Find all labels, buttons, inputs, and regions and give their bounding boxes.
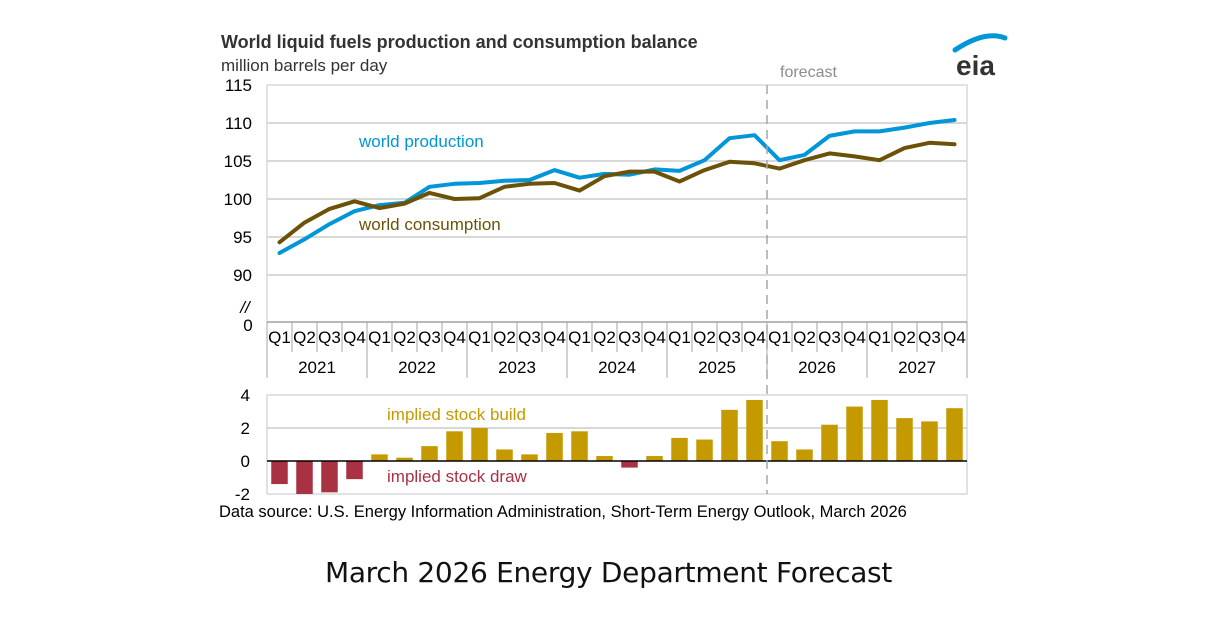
stock-build-bar	[896, 418, 913, 461]
stock-build-bar	[371, 454, 388, 461]
bottom-y-tick-label: 4	[241, 386, 250, 405]
chart-subtitle: million barrels per day	[221, 56, 388, 75]
stock-draw-bar	[621, 461, 638, 468]
quarter-label: Q4	[443, 328, 466, 347]
stock-build-bar	[646, 456, 663, 461]
world-production-label: world production	[358, 132, 484, 151]
world-consumption-label: world consumption	[358, 215, 501, 234]
quarter-label: Q3	[518, 328, 541, 347]
year-label: 2023	[498, 358, 536, 377]
quarter-label: Q3	[418, 328, 441, 347]
axis-zero-label: 0	[243, 316, 252, 335]
stock-build-bar	[471, 428, 488, 461]
stock-build-bar	[946, 408, 963, 461]
quarter-label: Q1	[568, 328, 591, 347]
stock-build-bar	[571, 431, 588, 461]
bottom-y-tick-labels: 4 2 0 -2	[235, 386, 250, 504]
stock-build-bar	[821, 424, 838, 461]
quarter-label: Q1	[868, 328, 891, 347]
quarter-label: Q3	[818, 328, 841, 347]
top-y-tick-label: 90	[233, 266, 252, 285]
forecast-label: forecast	[780, 64, 837, 81]
bottom-y-tick-label: -2	[235, 485, 250, 504]
quarter-label: Q2	[393, 328, 416, 347]
implied-stock-draw-label: implied stock draw	[387, 467, 528, 486]
top-y-tick-labels: 115 110 105 100 95 90	[224, 76, 252, 285]
year-label: 2021	[298, 358, 336, 377]
quarter-label: Q2	[893, 328, 916, 347]
top-y-tick-label: 95	[233, 228, 252, 247]
quarter-label: Q2	[493, 328, 516, 347]
quarter-label: Q2	[293, 328, 316, 347]
quarter-label: Q4	[543, 328, 566, 347]
stock-build-bar	[921, 421, 938, 461]
quarter-label: Q1	[268, 328, 291, 347]
top-plot-frame	[266, 84, 968, 323]
stock-build-bar	[496, 449, 513, 461]
quarter-label: Q3	[918, 328, 941, 347]
quarter-label: Q1	[668, 328, 691, 347]
stock-build-bar	[421, 446, 438, 461]
quarter-label: Q1	[768, 328, 791, 347]
top-gridlines	[266, 84, 968, 323]
quarter-label: Q3	[618, 328, 641, 347]
caption: March 2026 Energy Department Forecast	[324, 556, 893, 589]
top-y-tick-label: 105	[224, 152, 252, 171]
quarter-label: Q4	[643, 328, 666, 347]
stock-draw-bar	[271, 461, 288, 485]
bottom-plot-frame	[266, 394, 968, 495]
quarter-label: Q1	[468, 328, 491, 347]
top-y-tick-label: 100	[224, 190, 252, 209]
axis-break-label: //	[239, 298, 252, 317]
year-label: 2026	[798, 358, 836, 377]
quarter-label: Q3	[318, 328, 341, 347]
stock-build-bar	[546, 432, 563, 461]
stock-build-bar	[671, 437, 688, 461]
stock-build-bar	[846, 406, 863, 461]
quarter-label: Q4	[843, 328, 866, 347]
eia-logo: eia	[952, 33, 1008, 81]
stock-build-bar	[746, 399, 763, 461]
stock-build-bar	[521, 454, 538, 461]
stock-build-bar	[796, 449, 813, 461]
stock-build-bar	[596, 456, 613, 461]
year-label: 2025	[698, 358, 736, 377]
stock-build-bar	[696, 439, 713, 461]
year-label: 2027	[898, 358, 936, 377]
stock-build-bar	[721, 409, 738, 461]
bottom-y-tick-label: 0	[241, 452, 250, 471]
stock-draw-bar	[321, 461, 338, 493]
quarter-label: Q3	[718, 328, 741, 347]
data-source: Data source: U.S. Energy Information Adm…	[219, 503, 907, 521]
eia-logo-text: eia	[956, 50, 995, 81]
world-consumption-line	[277, 140, 957, 245]
stock-build-bar	[446, 431, 463, 461]
top-y-tick-label: 110	[225, 114, 252, 133]
quarter-label: Q2	[793, 328, 816, 347]
quarter-label: Q4	[943, 328, 966, 347]
quarter-label: Q2	[693, 328, 716, 347]
stock-build-bar	[396, 457, 413, 461]
top-x-axis: Q1 Q2 Q3 Q4 Q1 Q2 Q3 Q4 Q1 Q2 Q3 Q4 Q1 Q2 Q3 Q4 Q1 Q2 Q3 Q4…	[266, 321, 968, 378]
quarter-label: Q4	[343, 328, 366, 347]
year-label: 2024	[598, 358, 636, 377]
bottom-y-tick-label: 2	[241, 419, 250, 438]
stock-draw-bar	[296, 461, 313, 494]
implied-stock-build-label: implied stock build	[387, 405, 526, 424]
top-series-lines	[277, 118, 957, 255]
stock-build-bar	[771, 441, 788, 461]
quarter-label: Q2	[593, 328, 616, 347]
year-label: 2022	[398, 358, 436, 377]
chart-title: World liquid fuels production and consum…	[221, 32, 698, 52]
stock-change-bars	[267, 399, 967, 494]
quarter-label: Q1	[368, 328, 391, 347]
quarter-label: Q4	[743, 328, 766, 347]
eia-logo-swoosh-icon	[952, 33, 1008, 53]
stock-build-bar	[871, 399, 888, 461]
stock-draw-bar	[346, 461, 363, 480]
top-y-tick-label: 115	[225, 76, 252, 95]
